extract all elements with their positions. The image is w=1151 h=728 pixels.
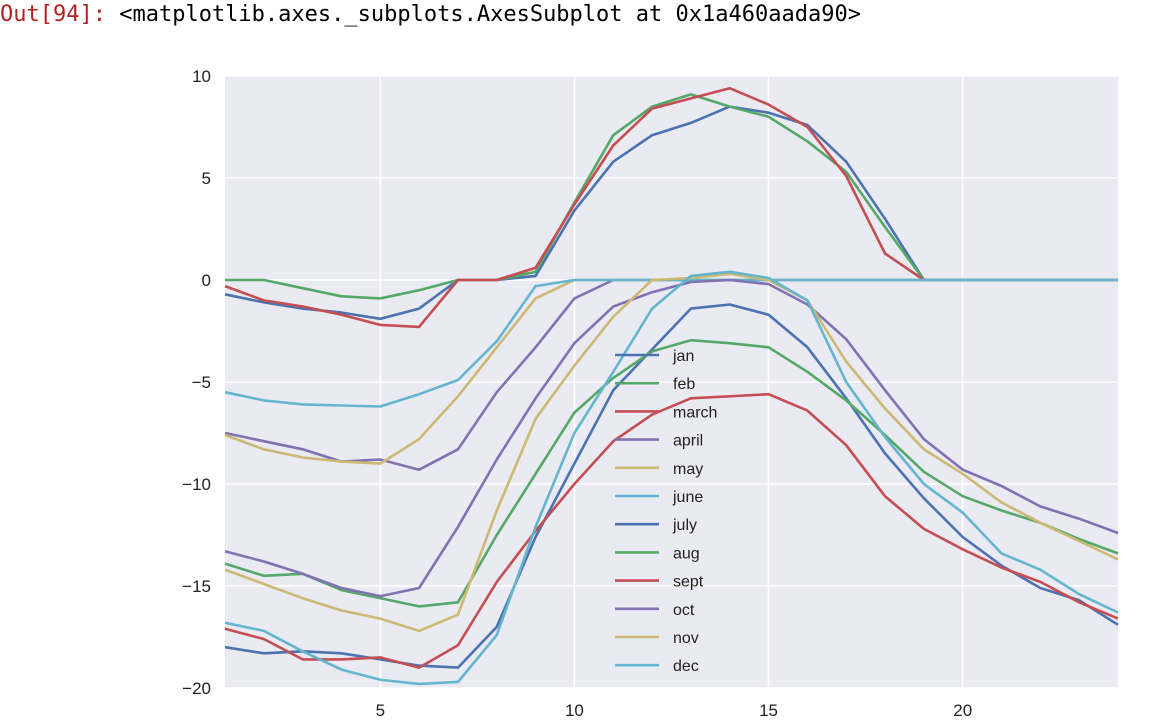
legend-label-sept: sept: [673, 574, 704, 591]
legend-label-aug: aug: [673, 545, 700, 562]
series-line-nov: [224, 272, 1119, 633]
legend-label-july: july: [672, 517, 697, 534]
legend-label-jan: jan: [672, 348, 694, 365]
legend-label-feb: feb: [673, 376, 695, 393]
legend-label-march: march: [673, 404, 717, 421]
series-line-sept: [224, 392, 1119, 669]
output-line: Out[94]: <matplotlib.axes._subplots.Axes…: [0, 2, 861, 27]
series-line-oct: [224, 278, 1119, 598]
legend-label-nov: nov: [673, 630, 699, 647]
series-line-aug: [224, 338, 1119, 608]
series-lines: [224, 86, 1119, 686]
legend-label-june: june: [672, 489, 703, 506]
legend-label-may: may: [673, 461, 703, 478]
y-tick-label: 0: [202, 271, 211, 290]
legend-label-dec: dec: [673, 658, 699, 675]
y-tick-label: −10: [182, 475, 211, 494]
y-tick-label: 10: [192, 67, 211, 86]
output-repr: <matplotlib.axes._subplots.AxesSubplot a…: [119, 2, 861, 27]
legend-label-april: april: [673, 433, 703, 450]
output-prompt: Out[94]:: [0, 2, 106, 27]
y-tick-label: −5: [192, 373, 211, 392]
x-tick-label: 10: [565, 701, 584, 720]
x-tick-label: 5: [376, 701, 385, 720]
legend-label-oct: oct: [673, 602, 695, 619]
y-tick-label: −20: [182, 679, 211, 698]
tick-labels: 5 10 15 20 10 5 0 −5 −10 −15 −20: [182, 67, 972, 720]
y-tick-label: 5: [202, 169, 211, 188]
x-tick-label: 15: [759, 701, 778, 720]
legend: jan feb march april may june july aug sept oct nov…: [615, 348, 717, 675]
series-line-dec: [224, 270, 1119, 686]
y-tick-label: −15: [182, 577, 211, 596]
x-tick-label: 20: [953, 701, 972, 720]
